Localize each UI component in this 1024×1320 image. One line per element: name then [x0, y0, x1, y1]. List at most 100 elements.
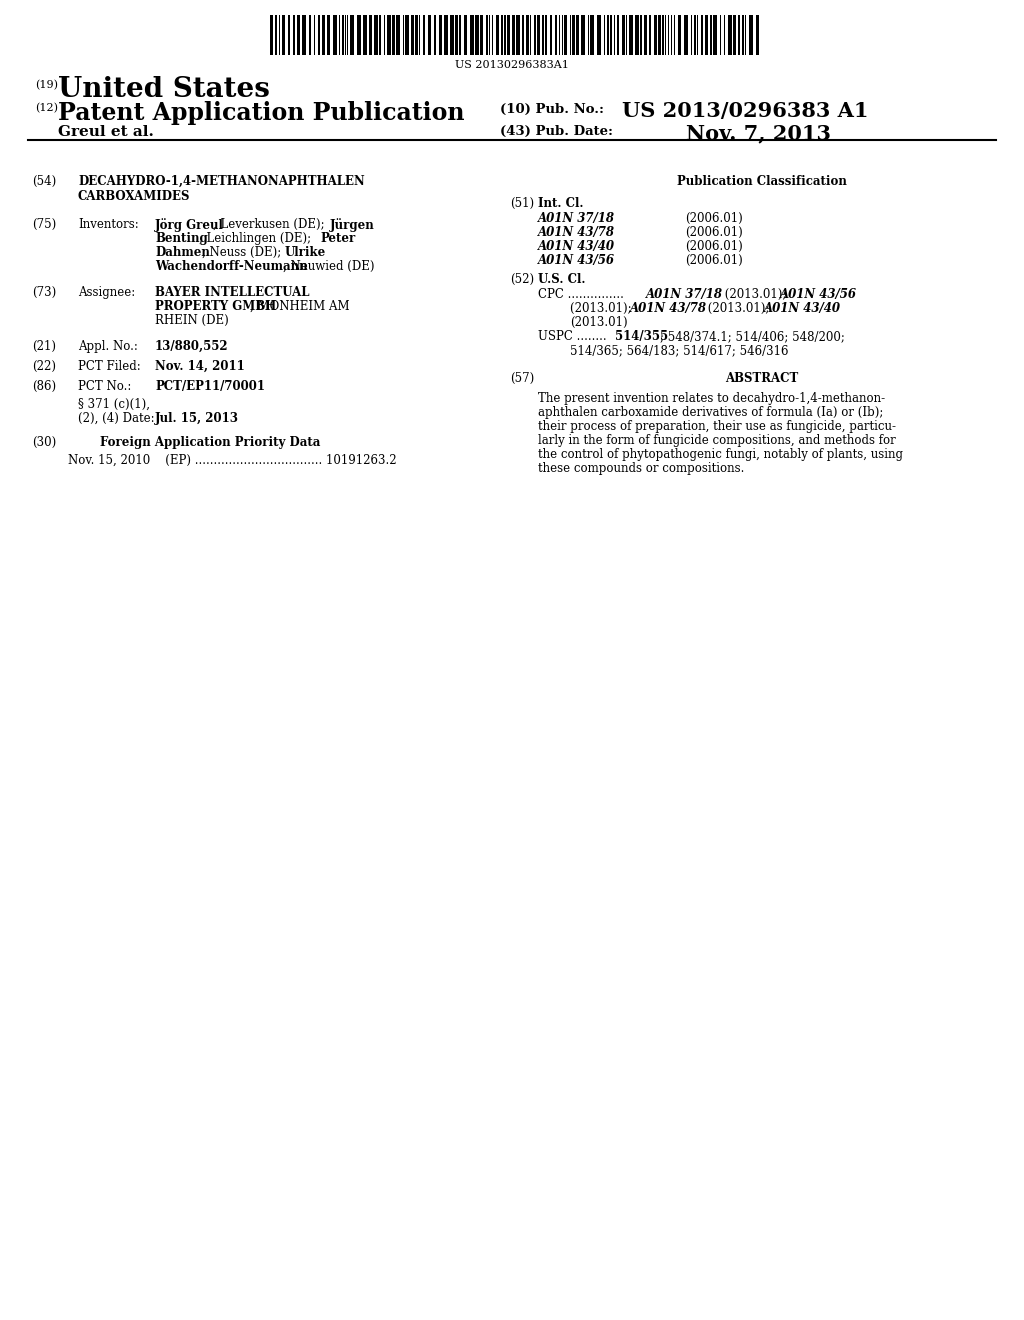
Bar [415, 15, 418, 55]
Bar [694, 15, 696, 55]
Text: (43) Pub. Date:: (43) Pub. Date: [500, 125, 613, 139]
Bar [649, 15, 651, 55]
Text: (12): (12) [35, 103, 58, 114]
Text: , Leichlingen (DE);: , Leichlingen (DE); [199, 232, 314, 246]
Text: (75): (75) [32, 218, 56, 231]
Bar [507, 15, 510, 55]
Text: US 20130296383A1: US 20130296383A1 [455, 59, 569, 70]
Text: CPC ...............: CPC ............... [538, 288, 624, 301]
Bar [464, 15, 467, 55]
Bar [756, 15, 759, 55]
Bar [644, 15, 647, 55]
Text: (19): (19) [35, 81, 58, 90]
Text: Appl. No.:: Appl. No.: [78, 341, 138, 352]
Text: (54): (54) [32, 176, 56, 187]
Bar [504, 15, 506, 55]
Text: (2006.01): (2006.01) [685, 226, 742, 239]
Bar [749, 15, 753, 55]
Text: (51): (51) [510, 197, 535, 210]
Bar [475, 15, 479, 55]
Bar [684, 15, 688, 55]
Bar [282, 15, 285, 55]
Text: A01N 43/78: A01N 43/78 [538, 226, 615, 239]
Text: the control of phytopathogenic fungi, notably of plants, using: the control of phytopathogenic fungi, no… [538, 447, 903, 461]
Text: A01N 43/56: A01N 43/56 [780, 288, 857, 301]
Bar [701, 15, 703, 55]
Bar [288, 15, 290, 55]
Text: , MONHEIM AM: , MONHEIM AM [250, 300, 349, 313]
Text: 514/355: 514/355 [615, 330, 668, 343]
Bar [369, 15, 372, 55]
Bar [710, 15, 712, 55]
Text: United States: United States [58, 77, 270, 103]
Bar [293, 15, 295, 55]
Text: A01N 43/78: A01N 43/78 [630, 302, 707, 315]
Bar [550, 15, 552, 55]
Text: A01N 37/18: A01N 37/18 [538, 213, 615, 224]
Bar [411, 15, 414, 55]
Bar [635, 15, 639, 55]
Text: PCT No.:: PCT No.: [78, 380, 131, 393]
Text: ; 548/374.1; 514/406; 548/200;: ; 548/374.1; 514/406; 548/200; [660, 330, 845, 343]
Text: Jörg Greul: Jörg Greul [155, 218, 224, 232]
Bar [617, 15, 618, 55]
Bar [542, 15, 544, 55]
Bar [640, 15, 642, 55]
Bar [654, 15, 657, 55]
Bar [629, 15, 633, 55]
Bar [575, 15, 579, 55]
Bar [522, 15, 524, 55]
Text: (30): (30) [32, 436, 56, 449]
Text: Jürgen: Jürgen [330, 218, 375, 232]
Bar [342, 15, 344, 55]
Bar [555, 15, 557, 55]
Bar [742, 15, 744, 55]
Text: (86): (86) [32, 380, 56, 393]
Text: , Neuss (DE);: , Neuss (DE); [202, 246, 285, 259]
Text: A01N 37/18: A01N 37/18 [646, 288, 723, 301]
Text: (2013.01): (2013.01) [570, 315, 628, 329]
Text: Publication Classification: Publication Classification [677, 176, 847, 187]
Bar [309, 15, 311, 55]
Bar [534, 15, 536, 55]
Bar [537, 15, 540, 55]
Bar [450, 15, 454, 55]
Bar [302, 15, 306, 55]
Bar [516, 15, 520, 55]
Bar [564, 15, 567, 55]
Text: Wachendorff-Neumann: Wachendorff-Neumann [155, 260, 307, 273]
Text: BAYER INTELLECTUAL: BAYER INTELLECTUAL [155, 286, 309, 300]
Text: Nov. 7, 2013: Nov. 7, 2013 [686, 123, 831, 143]
Text: CARBOXAMIDES: CARBOXAMIDES [78, 190, 190, 203]
Bar [610, 15, 612, 55]
Text: (2013.01);: (2013.01); [721, 288, 791, 301]
Bar [607, 15, 609, 55]
Text: USPC ........: USPC ........ [538, 330, 606, 343]
Text: (2006.01): (2006.01) [685, 240, 742, 253]
Bar [434, 15, 436, 55]
Bar [387, 15, 391, 55]
Bar [512, 15, 515, 55]
Bar [374, 15, 378, 55]
Text: Nov. 14, 2011: Nov. 14, 2011 [155, 360, 245, 374]
Text: , Leverkusen (DE);: , Leverkusen (DE); [213, 218, 329, 231]
Text: Int. Cl.: Int. Cl. [538, 197, 584, 210]
Bar [297, 15, 300, 55]
Text: larly in the form of fungicide compositions, and methods for: larly in the form of fungicide compositi… [538, 434, 896, 447]
Text: A01N 43/56: A01N 43/56 [538, 253, 615, 267]
Text: 514/365; 564/183; 514/617; 546/316: 514/365; 564/183; 514/617; 546/316 [570, 345, 788, 356]
Text: Benting: Benting [155, 232, 208, 246]
Bar [357, 15, 361, 55]
Text: aphthalen carboxamide derivatives of formula (Ia) or (Ib);: aphthalen carboxamide derivatives of for… [538, 407, 884, 418]
Bar [738, 15, 740, 55]
Bar [728, 15, 732, 55]
Text: A01N 43/40: A01N 43/40 [538, 240, 615, 253]
Text: PCT/EP11/70001: PCT/EP11/70001 [155, 380, 265, 393]
Text: Dahmen: Dahmen [155, 246, 210, 259]
Text: these compounds or compositions.: these compounds or compositions. [538, 462, 744, 475]
Text: (2006.01): (2006.01) [685, 253, 742, 267]
Bar [444, 15, 449, 55]
Bar [705, 15, 708, 55]
Text: (2013.01);: (2013.01); [705, 302, 773, 315]
Text: Peter: Peter [319, 232, 355, 246]
